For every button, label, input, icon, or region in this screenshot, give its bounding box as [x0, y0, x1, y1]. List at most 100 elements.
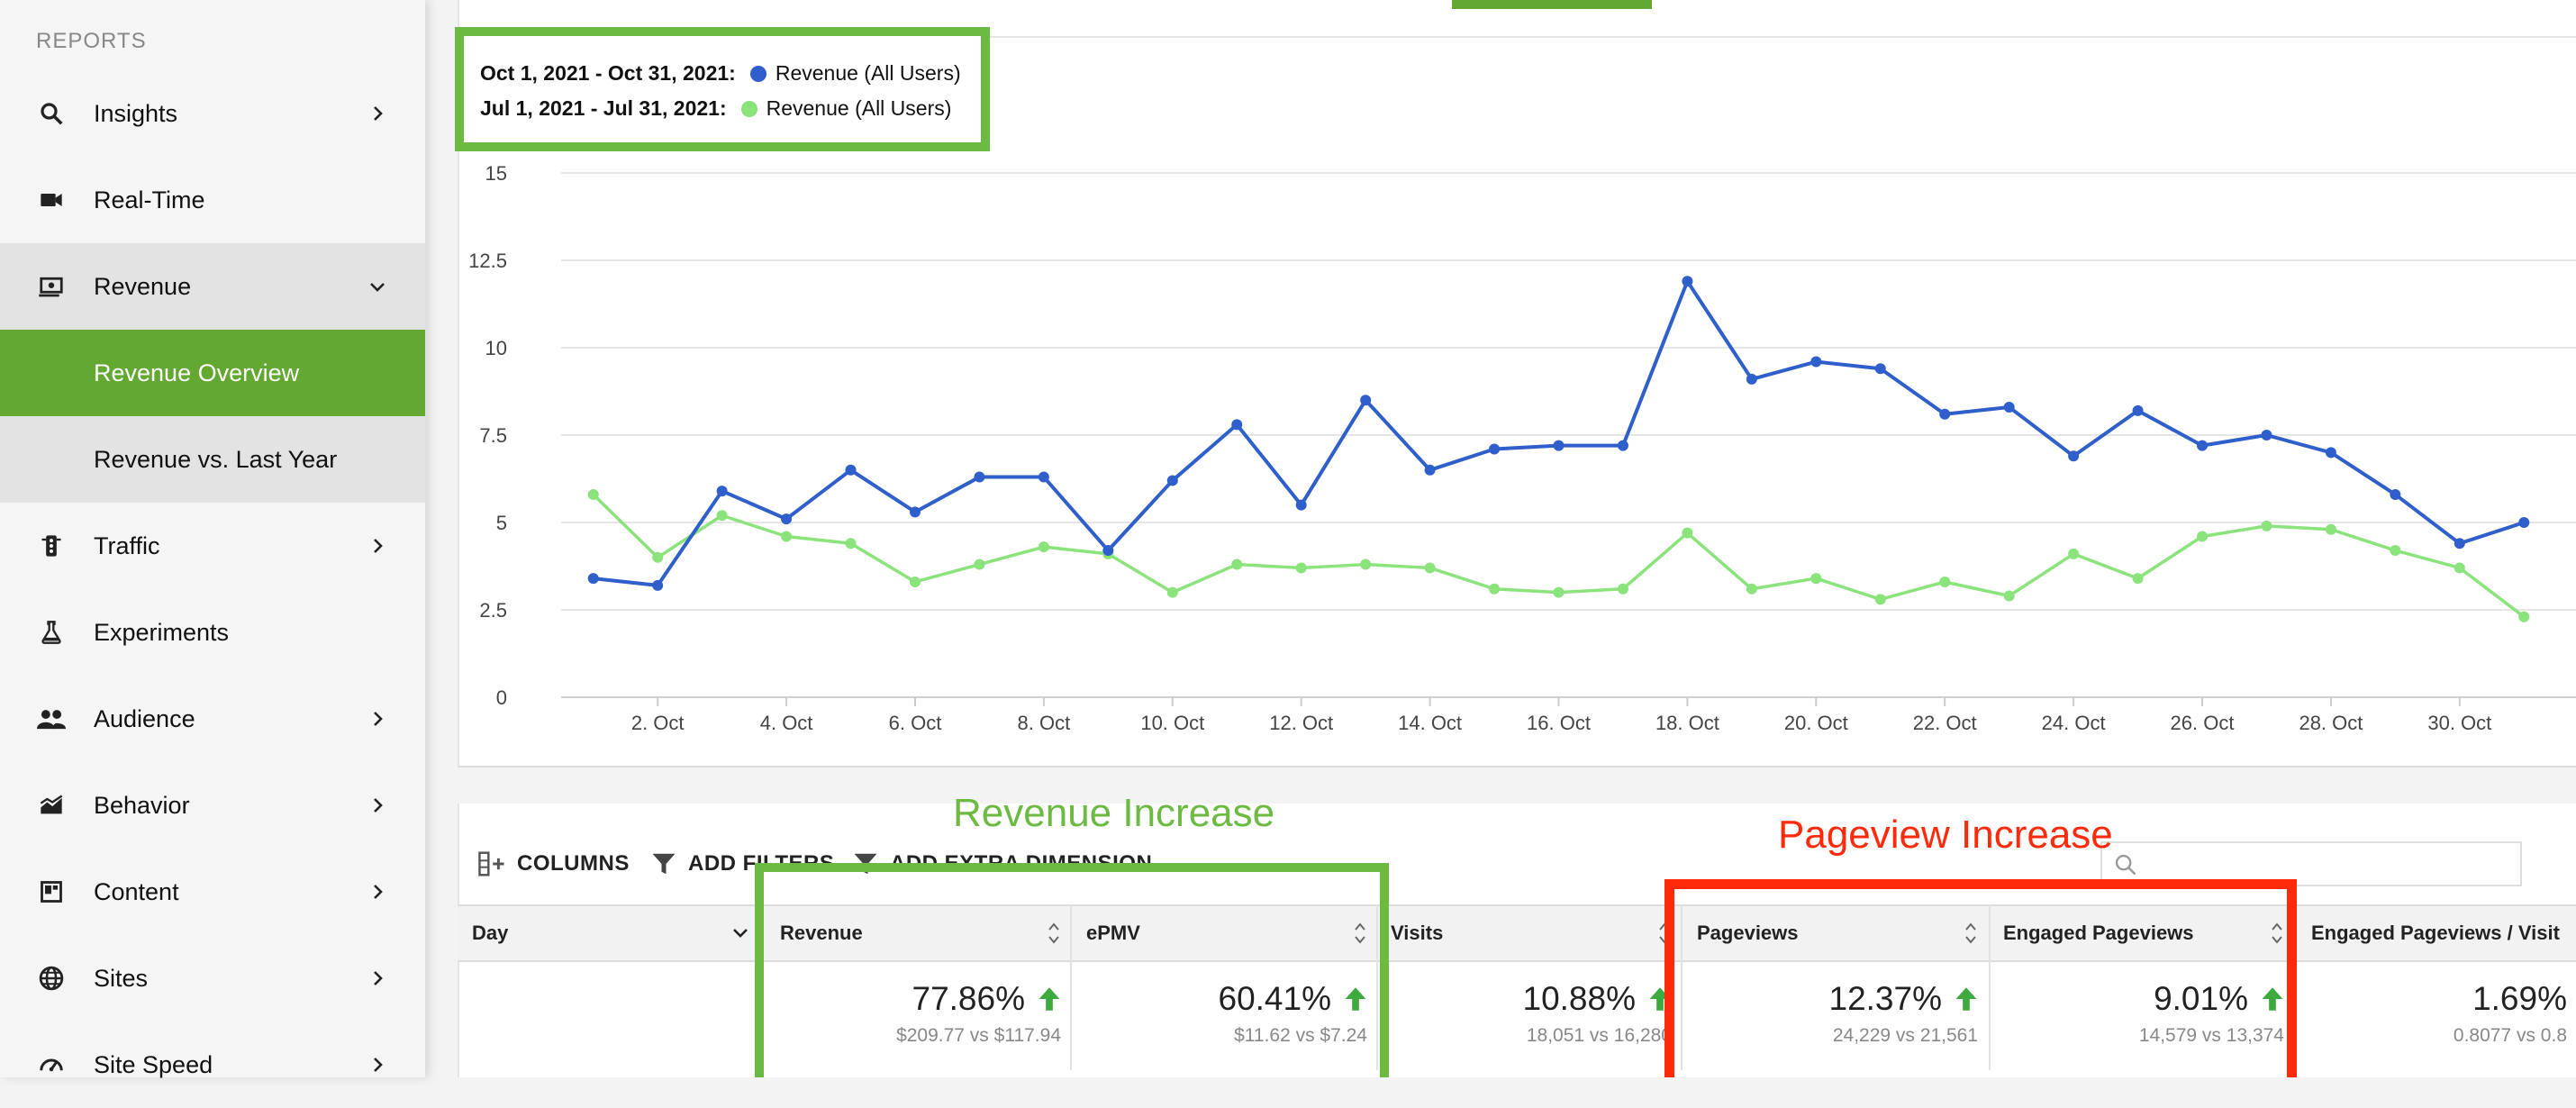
sidebar-item-site-speed[interactable]: Site Speed [0, 1022, 425, 1108]
data-point [909, 506, 921, 518]
comparison-values: 18,051 vs 16,280 [1526, 1025, 1672, 1046]
data-point [2518, 611, 2530, 622]
arrow-up-icon [1955, 986, 1978, 1012]
table-header-row [458, 904, 2576, 962]
chart-divider [458, 36, 2576, 38]
sidebar-item-label: Revenue vs. Last Year [94, 445, 338, 473]
data-point [2197, 440, 2209, 451]
content-icon [36, 876, 67, 907]
legend-row-previous[interactable]: Jul 1, 2021 - Jul 31, 2021: Revenue (All… [480, 96, 951, 121]
column-header-revenue[interactable]: Revenue [780, 904, 1070, 962]
data-point [1617, 583, 1628, 595]
column-header-label: ePMV [1086, 922, 1140, 944]
data-point [2390, 545, 2401, 557]
data-point [1295, 562, 1307, 574]
search-input[interactable] [2100, 841, 2522, 886]
column-header-label: Engaged Pageviews [2003, 922, 2194, 944]
data-point [1746, 373, 1757, 385]
revenue-line-chart: 0 2.5 5 7.5 10 12.5 15 2. Oct 4. Oct 6. Oct 8. Oct… [468, 162, 2576, 734]
column-header-day[interactable]: Day [472, 904, 760, 962]
sidebar-item-content[interactable]: Content [0, 849, 425, 935]
data-point [1874, 363, 1886, 375]
x-tick-label: 8. Oct [1018, 712, 1071, 734]
column-header-engaged-pageviews[interactable]: Engaged Pageviews [2003, 904, 2293, 962]
sidebar-item-revenue[interactable]: Revenue [0, 243, 425, 330]
column-header-label: Visits [1391, 922, 1444, 944]
column-header-label: Day [472, 922, 509, 944]
data-point [1682, 527, 1693, 539]
data-point [2325, 447, 2336, 459]
sidebar-item-behavior[interactable]: Behavior [0, 762, 425, 849]
chevron-down-icon [731, 924, 749, 948]
column-header-visits[interactable]: Visits [1391, 904, 1681, 962]
legend-range: Jul 1, 2021 - Jul 31, 2021: [480, 96, 727, 120]
x-tick-label: 16. Oct [1527, 712, 1591, 734]
pageview-annotation-box [1664, 879, 2297, 1077]
table-cell-revenue: 77.86% $209.77 vs $117.94 [780, 964, 1061, 1072]
data-point [1810, 573, 1822, 585]
sidebar-item-sites[interactable]: Sites [0, 935, 425, 1022]
data-point [1553, 586, 1565, 598]
arrow-up-icon [1344, 986, 1367, 1012]
sidebar-heading: REPORTS [36, 29, 147, 53]
filter-icon [650, 850, 677, 877]
percent-change: 10.88% [1522, 980, 1637, 1017]
data-point [1038, 471, 1049, 483]
table-cell-pageviews: 12.37% 24,229 vs 21,561 [1697, 964, 1979, 1072]
sort-icon [1964, 921, 1978, 951]
columns-button[interactable]: COLUMNS [477, 850, 630, 877]
sidebar-item-real-time[interactable]: Real-Time [0, 157, 425, 243]
data-point [1939, 576, 1951, 587]
revenue-annotation-box [755, 863, 1389, 1077]
data-point [716, 486, 728, 497]
data-point [974, 559, 985, 570]
sidebar-item-label: Traffic [94, 531, 160, 559]
sidebar-item-label: Revenue [94, 272, 192, 300]
y-tick-label: 15 [485, 162, 507, 185]
data-point [2197, 531, 2209, 542]
data-point [1424, 562, 1436, 574]
data-point [2454, 538, 2465, 549]
sidebar-item-traffic[interactable]: Traffic [0, 503, 425, 589]
data-point [845, 464, 857, 476]
sort-icon [1353, 921, 1367, 951]
chart-legend: Oct 1, 2021 - Oct 31, 2021: Revenue (All… [455, 27, 990, 151]
column-header-engaged-pageviews-per-visit[interactable]: Engaged Pageviews / Visit [2311, 904, 2576, 962]
traffic-light-icon [36, 531, 67, 561]
chevron-right-icon [366, 794, 389, 817]
search-icon [2113, 852, 2138, 882]
sidebar-item-revenue-vs-last-year[interactable]: Revenue vs. Last Year [0, 416, 425, 503]
column-header-label: Pageviews [1697, 922, 1799, 944]
x-tick-label: 6. Oct [889, 712, 942, 734]
data-point [1489, 443, 1501, 455]
sidebar-item-audience[interactable]: Audience [0, 676, 425, 762]
sort-icon [2270, 921, 2284, 951]
data-point [587, 573, 599, 585]
percent-change: 1.69% [2472, 980, 2567, 1017]
x-tick-label: 14. Oct [1398, 712, 1462, 734]
data-point [716, 510, 728, 522]
sidebar: REPORTS Insights Real-Time Revenue Reven… [0, 0, 425, 1078]
legend-dot-icon [749, 65, 766, 82]
sidebar-item-experiments[interactable]: Experiments [0, 589, 425, 676]
data-point [1874, 594, 1886, 605]
percent-change: 9.01% [2154, 980, 2248, 1017]
data-point [2068, 450, 2080, 462]
data-point [1360, 559, 1372, 570]
chevron-right-icon [366, 967, 389, 990]
sidebar-item-insights[interactable]: Insights [0, 70, 425, 157]
chevron-right-icon [366, 102, 389, 125]
comparison-values: $209.77 vs $117.94 [896, 1025, 1061, 1046]
table-cell-engaged-pageviews: 9.01% 14,579 vs 13,374 [2003, 964, 2284, 1072]
legend-row-current[interactable]: Oct 1, 2021 - Oct 31, 2021: Revenue (All… [480, 61, 961, 86]
sidebar-item-revenue-overview[interactable]: Revenue Overview [0, 330, 425, 416]
sidebar-item-label: Content [94, 877, 179, 905]
x-tick-label: 4. Oct [760, 712, 813, 734]
x-tick-label: 28. Oct [2299, 712, 2363, 734]
column-header-epmv[interactable]: ePMV [1086, 904, 1376, 962]
y-tick-label: 7.5 [479, 424, 507, 447]
revenue-increase-annotation: Revenue Increase [953, 791, 1275, 835]
pageview-increase-annotation: Pageview Increase [1778, 813, 2113, 857]
data-point [1746, 583, 1757, 595]
column-header-pageviews[interactable]: Pageviews [1697, 904, 1987, 962]
